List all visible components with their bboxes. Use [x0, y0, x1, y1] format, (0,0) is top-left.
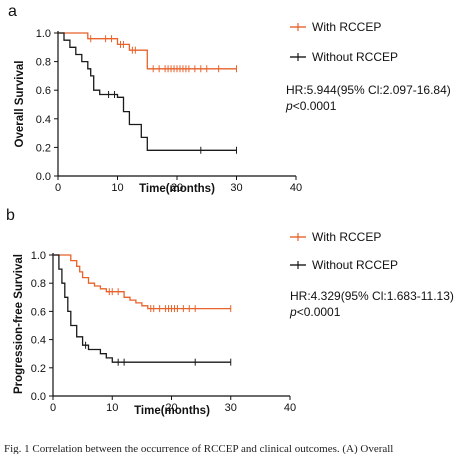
panel-b-hazard-ratio: HR:4.329(95% Cl:1.683-11.13)	[290, 289, 454, 303]
y-tick-label: 0.2	[36, 142, 51, 154]
x-tick-label: 20	[165, 402, 177, 414]
x-tick-label: 20	[171, 182, 183, 194]
x-tick-label: 30	[225, 402, 237, 414]
legend-label: With RCCEP	[312, 20, 381, 34]
panel-a-legend-without-rccep: Without RCCEP	[290, 50, 398, 64]
x-tick-label: 0	[50, 402, 56, 414]
panel-b-plot-area: 0.0 0.2 0.4 0.6 0.8 1.0 0 10 20 30 40	[31, 250, 296, 414]
panel-b-legend: With RCCEP Without RCCEP	[290, 230, 398, 272]
x-tick-label: 40	[284, 402, 296, 414]
x-tick-label: 10	[111, 182, 123, 194]
y-tick-label: 0.8	[36, 57, 51, 69]
panel-a-letter: a	[8, 3, 17, 20]
panel-b-y-axis-title: Progression-free Survival	[13, 254, 25, 394]
y-tick-label: 0.0	[31, 391, 46, 403]
survival-curve-with-rccep	[58, 32, 237, 70]
figure-caption: Fig. 1 Correlation between the occurrenc…	[4, 443, 393, 454]
panel-a-chart: a 0.0 0.2 0.4 0.6 0.8 1.0 0 10 20 30 40 Time(month…	[8, 3, 451, 195]
panel-a-p-value: p<0.0001	[285, 99, 337, 113]
panel-b-x-axis-title: Time(months)	[134, 405, 210, 417]
survival-curve-with-rccep	[53, 254, 231, 310]
y-tick-label: 0.2	[31, 363, 46, 375]
panel-a-y-axis-title: Overall Survival	[14, 61, 26, 148]
panel-b-p-value: p<0.0001	[289, 305, 341, 319]
x-tick-label: 0	[55, 182, 61, 194]
legend-label: Without RCCEP	[312, 258, 398, 272]
panel-a-plot-area: 0.0 0.2 0.4 0.6 0.8 1.0 0 10 20 30 40	[36, 28, 302, 194]
legend-label: With RCCEP	[312, 230, 381, 244]
panel-b-legend-without-rccep: Without RCCEP	[290, 258, 398, 272]
panel-a-x-axis-title: Time(months)	[139, 183, 215, 195]
x-tick-label: 10	[106, 402, 118, 414]
y-tick-label: 0.8	[31, 278, 46, 290]
panel-b-legend-with-rccep: With RCCEP	[290, 230, 381, 244]
y-tick-label: 0.4	[36, 114, 51, 126]
y-tick-label: 0.6	[36, 85, 51, 97]
y-tick-label: 1.0	[31, 250, 46, 262]
survival-curve-without-rccep	[53, 254, 231, 363]
y-tick-label: 1.0	[36, 28, 51, 40]
panel-a-hazard-ratio: HR:5.944(95% Cl:2.097-16.84)	[286, 83, 451, 97]
y-tick-label: 0.4	[31, 335, 46, 347]
panel-a-legend: With RCCEP Without RCCEP	[290, 20, 398, 64]
x-tick-label: 40	[290, 182, 302, 194]
legend-label: Without RCCEP	[312, 50, 398, 64]
panel-b-letter: b	[6, 207, 15, 224]
y-tick-label: 0.6	[31, 306, 46, 318]
panel-a-legend-with-rccep: With RCCEP	[290, 20, 381, 34]
panel-b-chart: b 0.0 0.2 0.4 0.6 0.8 1.0 0 10 20 30 40 Time(month…	[6, 207, 454, 417]
survival-curve-without-rccep	[58, 32, 237, 151]
y-tick-label: 0.0	[36, 171, 51, 183]
x-tick-label: 30	[230, 182, 242, 194]
